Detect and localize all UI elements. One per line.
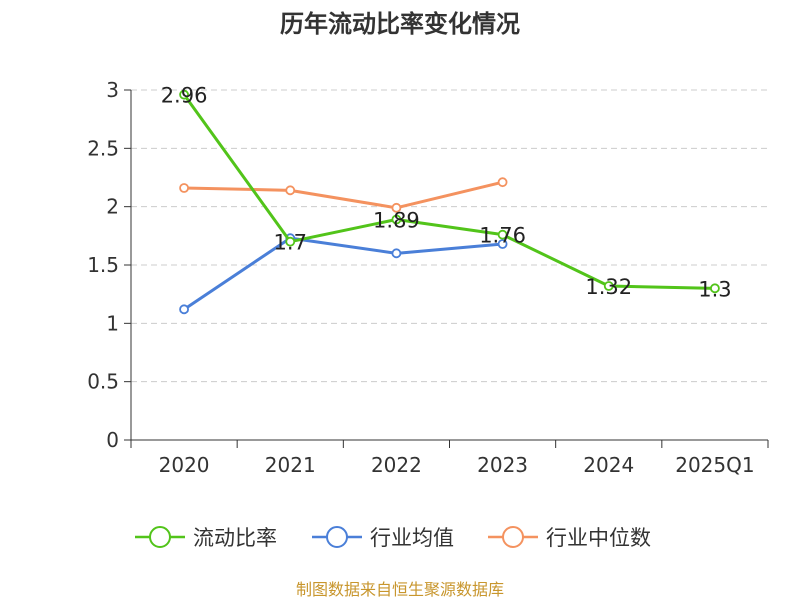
data-label: 1.76: [479, 224, 526, 248]
data-labels: 2.96 1.7 1.89 1.76 1.32 1.3: [161, 84, 732, 302]
data-point: [497, 229, 508, 240]
legend-item[interactable]: 行业均值: [312, 526, 454, 550]
source-note: 制图数据来自恒生聚源数据库: [296, 580, 504, 599]
series-2: [179, 177, 508, 213]
data-point: [179, 89, 189, 100]
x-tick-label: 2021: [265, 453, 316, 477]
legend-swatch-marker: [326, 526, 348, 548]
axes: [124, 89, 769, 448]
y-tick-label: 2.5: [87, 136, 119, 160]
y-tick-label: 0: [106, 428, 119, 452]
legend-swatch-marker: [502, 526, 524, 548]
data-point: [497, 177, 508, 188]
tick-labels: 0 0.5 1 1.5 2 2.5 3 2020 2021 2022 2023 2024 2025Q1: [87, 78, 754, 477]
x-tick-label: 2020: [159, 453, 210, 477]
data-label: 1.3: [698, 277, 731, 301]
series-line: [183, 236, 503, 311]
y-tick-label: 0.5: [87, 370, 119, 394]
legend-item[interactable]: 流动比率: [135, 526, 277, 550]
x-tick-label: 2024: [583, 453, 634, 477]
x-tick-label: 2025Q1: [675, 453, 754, 477]
y-tick-label: 2: [106, 195, 119, 219]
data-label: 1.89: [373, 209, 420, 233]
series-line: [182, 93, 715, 290]
x-tick-label: 2023: [477, 453, 528, 477]
data-label: 2.96: [161, 84, 208, 108]
series-group: [179, 89, 720, 315]
data-point: [179, 304, 189, 315]
legend-item[interactable]: 行业中位数: [488, 526, 651, 550]
legend-label: 行业均值: [370, 526, 454, 550]
data-point: [603, 281, 614, 291]
data-point: [391, 248, 402, 259]
y-tick-label: 3: [106, 78, 119, 102]
data-point: [710, 283, 720, 294]
series-1: [179, 233, 508, 315]
data-point: [179, 183, 189, 193]
data-point: [285, 236, 296, 247]
series-0: [179, 89, 720, 294]
data-point: [391, 214, 402, 225]
legend-label: 行业中位数: [546, 526, 651, 550]
grid-lines: [131, 89, 768, 383]
y-tick-label: 1: [106, 311, 119, 335]
data-label: 1.32: [585, 275, 632, 299]
data-point: [285, 185, 296, 196]
legend-swatch-marker: [149, 526, 171, 548]
chart-title: 历年流动比率变化情况: [280, 10, 520, 38]
y-tick-label: 1.5: [87, 253, 119, 277]
data-label: 1.7: [274, 231, 307, 255]
legend-label: 流动比率: [193, 526, 277, 550]
x-tick-label: 2022: [371, 453, 422, 477]
series-line: [184, 180, 503, 210]
data-point: [391, 202, 402, 213]
data-point: [497, 239, 508, 249]
legend[interactable]: 流动比率 行业均值 行业中位数: [135, 526, 651, 550]
